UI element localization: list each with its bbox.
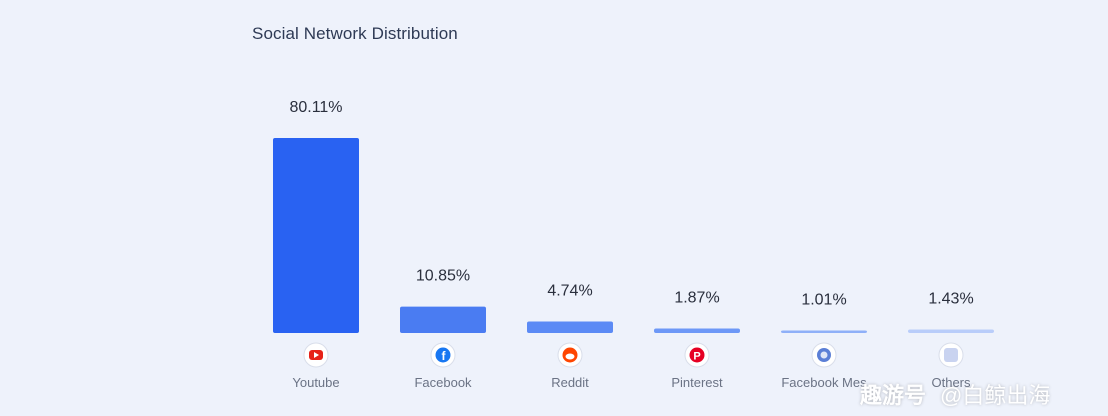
bar-reddit (527, 321, 613, 333)
category-label: Facebook Mes (781, 375, 867, 390)
others-icon (938, 342, 964, 368)
reddit-icon (557, 342, 583, 368)
youtube-icon (303, 342, 329, 368)
data-label: 1.01% (801, 292, 846, 309)
category-label: Others (931, 375, 971, 390)
category-label: Reddit (551, 375, 589, 390)
data-label: 1.43% (928, 291, 973, 308)
bar-others (908, 329, 994, 333)
watermark-handle: @白鲸出海 (940, 383, 1051, 408)
category-label: Facebook (414, 375, 472, 390)
svg-text:P: P (693, 351, 700, 363)
data-label: 1.87% (674, 289, 719, 306)
bar-youtube (273, 138, 359, 333)
data-label: 10.85% (416, 268, 470, 285)
category-label: Pinterest (671, 375, 723, 390)
bar-pinterest (654, 328, 740, 333)
svg-text:f: f (442, 349, 447, 363)
watermark: 趣游号 @白鲸出海 (860, 378, 1050, 410)
bar-facebook-mes (781, 330, 867, 333)
bar-facebook (400, 306, 486, 333)
category-label: Youtube (292, 375, 339, 390)
watermark-brand: 趣游号 (860, 383, 927, 408)
data-label: 4.74% (547, 282, 592, 299)
facebook-messenger-icon (811, 342, 837, 368)
chart-title: Social Network Distribution (252, 24, 458, 43)
data-label: 80.11% (289, 99, 342, 116)
facebook-icon: f (430, 342, 456, 368)
pinterest-icon: P (684, 342, 710, 368)
